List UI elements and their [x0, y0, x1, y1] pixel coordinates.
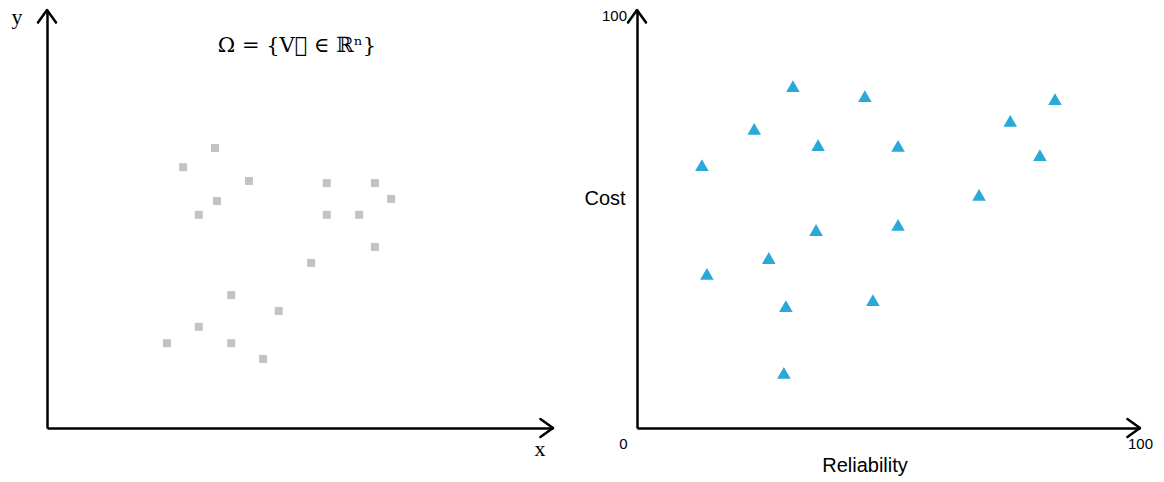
scatter-point	[972, 189, 986, 201]
scatter-point	[1033, 149, 1047, 161]
scatter-point	[179, 163, 187, 171]
axis-arrow	[540, 419, 553, 437]
scatter-point	[371, 243, 379, 251]
y-axis	[47, 11, 48, 429]
scatter-point	[811, 139, 825, 151]
scatter-point	[866, 294, 880, 306]
scatter-point	[195, 211, 203, 219]
scatter-point	[227, 291, 235, 299]
scatter-point	[163, 339, 171, 347]
scatter-point	[259, 355, 267, 363]
x-tick-label: 100	[1128, 435, 1153, 452]
scatter-point	[371, 179, 379, 187]
scatter-point	[858, 90, 872, 102]
scatter-point	[213, 197, 221, 205]
y-axis-title: Cost	[584, 187, 626, 209]
scatter-point	[195, 323, 203, 331]
scatter-point	[245, 177, 253, 185]
scatter-point	[695, 159, 709, 171]
y-axis: 100	[602, 7, 638, 429]
scatter-point	[275, 307, 283, 315]
scatter-point	[227, 339, 235, 347]
x-tick: 0	[619, 428, 637, 452]
scatter-point	[762, 252, 776, 264]
scatter-point	[323, 179, 331, 187]
y-tick-label: 100	[602, 7, 627, 24]
x-axis-title: x	[535, 436, 546, 461]
scatter-point	[211, 144, 219, 152]
x-axis	[48, 428, 554, 429]
scatter-point	[307, 259, 315, 267]
scatter-point	[700, 268, 714, 280]
x-axis-line	[638, 427, 1141, 430]
scatter-point	[809, 224, 823, 236]
scatter-point	[355, 211, 363, 219]
y-axis-line	[46, 11, 49, 429]
chart: x y Ω = {V⃗ ∈ ℝⁿ}	[12, 4, 554, 461]
x-axis-title: Reliability	[822, 454, 908, 476]
axis-arrow	[38, 10, 56, 23]
x-tick: 100	[1128, 428, 1153, 452]
scatter-point	[779, 300, 793, 312]
y-axis-line	[636, 11, 639, 429]
x-tick-label: 0	[619, 435, 627, 452]
plot-area	[163, 144, 395, 363]
scatter-point	[1003, 115, 1017, 127]
scatter-point	[786, 80, 800, 92]
x-axis: 0 100	[619, 428, 1153, 452]
chart: 0 100 100 Reliability Cost	[584, 7, 1153, 476]
scatter-point	[387, 195, 395, 203]
plot-area	[695, 80, 1062, 379]
scatter-point	[747, 123, 761, 135]
annotation: Ω = {V⃗ ∈ ℝⁿ}	[218, 33, 376, 57]
axis-arrow	[1127, 419, 1140, 437]
scatter-point	[891, 140, 905, 152]
canvas: x y Ω = {V⃗ ∈ ℝⁿ} 0 100 100 Reliability Cost	[0, 0, 1164, 482]
scatter-point	[323, 211, 331, 219]
y-axis-title: y	[12, 4, 23, 29]
scatter-point	[891, 219, 905, 231]
axis-arrow	[628, 10, 646, 23]
scatter-point	[1048, 93, 1062, 105]
scatter-point	[777, 367, 791, 379]
x-axis-line	[48, 427, 554, 430]
